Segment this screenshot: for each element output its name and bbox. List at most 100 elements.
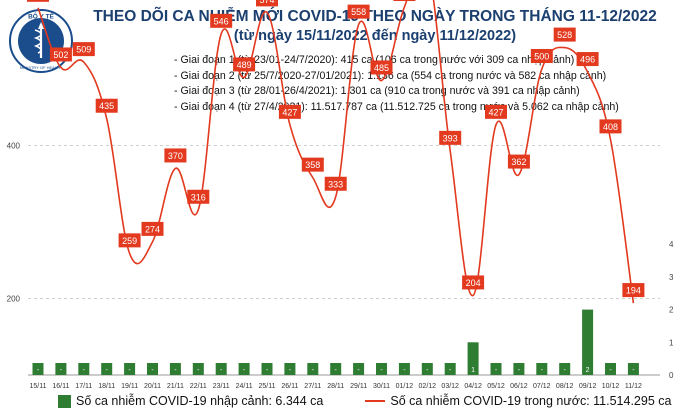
data-label: 333 [328,179,343,189]
bar-label: - [289,367,292,374]
x-tick-label: 19/11 [121,383,138,390]
data-label: 370 [168,151,183,161]
data-label-box [507,154,530,169]
bar-label: - [541,367,544,374]
bar-label: - [266,367,269,374]
data-label-box [324,176,347,191]
bar [536,363,548,375]
bar-label: - [197,367,200,374]
data-label-box [141,221,164,236]
phase-note-2: - Giai đoạn 2 (từ 25/7/2020-27/01/2021):… [174,69,607,82]
bar [376,363,387,375]
data-label: 408 [603,122,618,132]
bar-label: - [128,367,131,374]
x-tick-label: 23/11 [213,383,230,390]
data-label: 259 [122,236,137,246]
data-label-box [622,283,645,298]
x-tick-label: 26/11 [281,383,298,390]
x-tick-label: 02/12 [419,383,437,390]
x-tick-label: 06/12 [510,383,528,390]
chart-legend: Số ca nhiễm COVID-19 nhập cảnh: 6.344 ca… [58,394,671,408]
bar-label: - [312,367,315,374]
data-label-box [210,13,233,28]
bar [32,363,44,375]
bar-label: - [174,367,177,374]
data-label: 358 [305,160,320,170]
bar [444,363,456,375]
x-tick-label: 27/11 [304,383,321,390]
data-label: 500 [534,52,549,62]
x-tick-label: 05/12 [487,383,505,390]
legend-line-label: Số ca nhiễm COVID-19 trong nước: 11.514.… [390,394,672,408]
legend-bar-swatch [58,394,71,408]
phase-notes: - Giai đoạn 1 (từ 23/01-24/7/2020): 415 … [174,53,619,115]
data-label-box [233,57,256,72]
data-label-box [530,49,553,63]
data-label: 435 [99,101,114,111]
data-label: 528 [557,30,572,40]
data-label: 316 [191,192,206,202]
data-label: 502 [53,50,68,60]
x-tick-label: 10/12 [602,383,620,390]
bar-label: 2 [586,367,590,374]
x-tick-label: 29/11 [350,383,367,390]
x-tick-label: 15/11 [30,383,47,390]
data-label-box [278,104,301,119]
x-tick-label: 20/11 [144,383,161,390]
data-label-box [164,148,187,163]
data-label-box [393,0,416,2]
bar [353,363,365,375]
bar [421,363,433,375]
bar [238,363,250,375]
data-label-box [347,4,370,19]
x-tick-label: 16/11 [52,383,69,390]
x-tick-label: 21/11 [167,383,184,390]
bar-label: - [564,367,567,374]
bar [307,363,319,375]
data-label-box [118,233,141,248]
data-label: 558 [351,7,366,17]
data-label-box [95,98,118,113]
bar-label: - [380,367,383,374]
bar [559,363,571,375]
bar-label: - [449,367,452,374]
y-right-tick-label: 3 [669,273,674,282]
x-tick-label: 07/12 [533,383,551,390]
phase-note-1: - Giai đoạn 1 (từ 23/01-24/7/2020): 415 … [174,54,575,66]
bar [605,363,616,375]
bar [330,363,342,375]
data-label: 194 [626,286,641,296]
bar-label: - [60,367,63,374]
data-label-box [256,0,278,7]
chart-subtitle: (từ ngày 15/11/2022 đến ngày 11/12/2022) [233,28,517,44]
bar [78,363,90,375]
x-tick-label: 03/12 [441,383,459,390]
bar-label: - [37,367,40,374]
x-tick-label: 17/11 [75,383,92,390]
data-label: 574 [259,0,274,5]
x-tick-label: 24/11 [236,383,253,390]
data-label-box [301,157,324,172]
bar-label: - [357,367,360,374]
bar-label: - [403,367,406,374]
data-label: 427 [282,107,297,117]
bar-label: - [243,367,246,374]
phase-note-3: - Giai đoạn 3 (từ 28/01-26/4/2021): 1.30… [174,85,580,97]
bar-label: 1 [471,367,475,374]
y-right-tick-label: 1 [669,338,674,347]
x-tick-label: 25/11 [259,383,276,390]
y-left-tick-label: 400 [7,142,21,151]
data-label: 489 [237,60,252,70]
legend-line-swatch [365,400,386,402]
data-label-box [576,52,599,67]
data-label-box [439,130,462,145]
bar-label: - [220,367,223,374]
y-right-tick-label: 4 [669,240,674,249]
data-label-box [72,42,95,57]
data-label-box [49,47,72,62]
x-tick-label: 28/11 [327,383,344,390]
data-label: 274 [145,224,160,234]
bar-label: - [335,367,338,374]
bar [101,363,113,375]
